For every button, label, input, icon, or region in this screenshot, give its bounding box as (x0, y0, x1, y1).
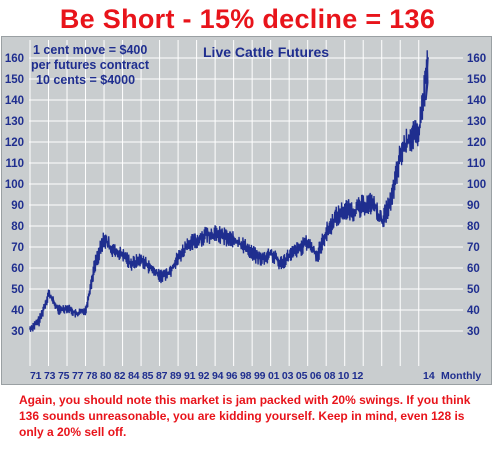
data-point (288, 254, 291, 257)
x-axis-tick-labels: 71 73 75 77 78 80 82 84 85 87 89 91 92 9… (30, 370, 364, 382)
chart-title: Be Short - 15% decline = 136 (59, 4, 436, 34)
data-point (38, 319, 41, 322)
y-tick-label-left: 140 (5, 95, 24, 107)
grid-lines (29, 40, 463, 366)
data-point (29, 328, 31, 330)
data-point (241, 244, 244, 246)
data-point (84, 309, 87, 311)
contract-value-note: 1 cent move = $400 per futures contract … (31, 43, 149, 88)
data-point (186, 244, 189, 246)
x-axis-last-tick: 14 (423, 370, 435, 382)
y-tick-label-right: 110 (467, 158, 486, 170)
data-point (121, 254, 124, 257)
data-point (93, 262, 96, 265)
data-point (306, 241, 309, 244)
data-point (297, 248, 300, 251)
data-point (269, 252, 272, 255)
data-point (103, 237, 105, 240)
y-axis-right: 30 40 50 60 70 80 90 100 110 120 130 140 150 160 (467, 53, 486, 338)
y-tick-label-left: 80 (11, 221, 24, 233)
data-point (362, 204, 365, 206)
data-point (427, 57, 429, 59)
y-tick-label-left: 110 (5, 158, 24, 170)
chart-panel (1, 36, 492, 385)
data-point (380, 220, 383, 223)
data-point (316, 254, 318, 257)
y-tick-label-right: 80 (467, 221, 480, 233)
y-tick-label-left: 50 (11, 284, 24, 296)
data-point (399, 153, 402, 156)
data-point (204, 233, 207, 236)
y-tick-label-right: 50 (467, 284, 480, 296)
series-label: Live Cattle Futures (203, 44, 330, 60)
y-tick-label-right: 140 (467, 95, 486, 107)
y-tick-label-right: 40 (467, 305, 480, 317)
data-point (149, 267, 152, 269)
data-point (112, 250, 115, 253)
y-tick-label-left: 150 (5, 74, 24, 86)
data-point (371, 202, 374, 204)
data-point (223, 235, 226, 238)
data-point (232, 239, 235, 242)
y-tick-label-right: 150 (467, 74, 486, 86)
y-tick-label-right: 160 (467, 53, 486, 65)
footer-commentary: Again, you should note this market is ja… (19, 393, 471, 439)
data-point (325, 231, 328, 234)
data-point (56, 309, 59, 311)
plot-series (29, 50, 429, 332)
data-point (343, 208, 346, 211)
y-tick-label-left: 160 (5, 53, 24, 65)
y-tick-label-left: 90 (11, 200, 24, 212)
data-point (177, 256, 179, 259)
contract-note-line-2: per futures contract (31, 58, 150, 72)
y-tick-label-right: 90 (467, 200, 480, 212)
y-tick-label-left: 60 (11, 263, 24, 275)
x-axis-unit: Monthly (441, 370, 482, 382)
y-tick-label-right: 60 (467, 263, 480, 275)
contract-note-line-1: 1 cent move = $400 (33, 43, 148, 57)
data-point (167, 271, 170, 274)
series-line-live-cattle (29, 50, 429, 332)
data-point (408, 136, 411, 139)
data-point (47, 292, 50, 295)
y-tick-label-left: 30 (11, 326, 24, 338)
y-tick-label-right: 130 (467, 116, 486, 128)
y-tick-label-right: 30 (467, 326, 480, 338)
data-point (140, 258, 142, 261)
data-point (390, 199, 392, 202)
data-point (260, 258, 263, 261)
data-point (334, 216, 337, 219)
y-tick-label-right: 100 (467, 179, 486, 191)
y-tick-label-right: 120 (467, 137, 486, 149)
data-point (130, 262, 133, 265)
data-point (353, 210, 355, 213)
y-tick-label-left: 130 (5, 116, 24, 128)
data-point (417, 132, 420, 135)
data-point (75, 313, 78, 316)
data-point (279, 262, 281, 265)
y-tick-label-left: 40 (11, 305, 24, 317)
data-point (158, 275, 161, 278)
y-tick-label-left: 70 (11, 242, 24, 254)
data-point (66, 307, 68, 309)
data-point (251, 252, 254, 255)
contract-note-line-3: 10 cents = $4000 (36, 73, 136, 87)
y-axis-left: 30 40 50 60 70 80 90 100 110 120 130 140 150 160 (5, 53, 24, 338)
data-point (214, 233, 217, 236)
data-point (195, 239, 198, 242)
y-tick-label-left: 120 (5, 137, 24, 149)
y-tick-label-left: 100 (5, 179, 24, 191)
y-tick-label-right: 70 (467, 242, 480, 254)
